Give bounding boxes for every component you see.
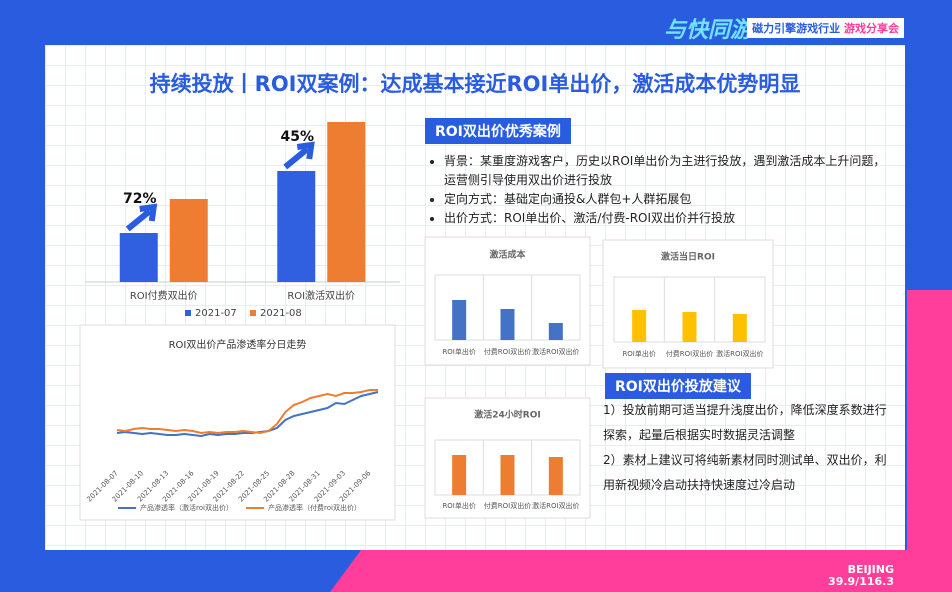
legend-swatch [185,310,191,316]
decor [330,550,952,592]
legend-label: 产品渗透率（付费roi双出价） [268,503,361,512]
x-tick-label: 付费ROI双出价 [484,501,531,510]
bar [732,314,747,342]
section-heading: ROI双出价优秀案例 [425,118,571,144]
chart-card [602,239,774,369]
x-tick-label: 激活ROI双出价 [532,347,579,356]
bar [169,199,208,282]
legend-swatch [250,310,256,316]
x-tick-label: ROI单出价 [442,501,475,510]
chart-card [79,324,396,521]
bar [277,171,316,282]
bar [327,122,366,282]
x-tick-label: 激活ROI双出价 [532,501,579,510]
footer: BEIJING 39.9/116.3 [828,564,894,588]
bar [548,457,563,495]
x-tick-label: 付费ROI双出价 [666,349,713,358]
annotation: 72% [123,191,157,207]
paragraph: 2）素材上建议可将纯新素材同时测试单、双出价，利用新视频冷启动扶持快速度过冷启动 [603,453,887,492]
event-sub: 游戏分享会 [844,22,899,35]
bar [119,233,158,282]
bar [632,310,647,342]
coords: 39.9/116.3 [828,575,894,588]
bar [548,323,563,340]
bullet: 定向方式：基础定向通投&人群包+人群拓展包 [444,190,894,209]
bar [682,312,697,342]
bar [500,455,515,495]
chart-title: 激活24小时ROI [474,409,540,421]
bullet: 出价方式：ROI单出价、激活/付费-ROI双出价并行投放 [444,209,894,228]
slide-title: 持续投放丨ROI双案例：达成基本接近ROI单出价，激活成本优势明显 [149,72,801,96]
chart-title: 激活成本 [489,249,526,261]
x-tick-label: ROI激活双出价 [287,289,355,302]
bar [500,309,515,340]
bar [452,455,467,495]
legend-label: 2021-07 [195,308,237,319]
logo: 与快同游 [663,18,752,43]
bullet-list: 背景：某重度游戏客户，历史以ROI单出价为主进行投放，遇到激活成本上升问题，运营… [430,152,894,228]
bar [452,300,467,340]
legend-label: 2021-08 [260,308,302,319]
legend-label: 产品渗透率（激活roi双出价） [140,503,233,512]
paragraph: 1）投放前期可适当提升浅度出价，降低深度系数进行探索，起量后根据实时数据灵活调整 [603,403,887,442]
event-badge: 磁力引擎游戏行业 游戏分享会 [747,18,904,38]
event-name: 磁力引擎游戏行业 [752,22,841,35]
x-tick-label: 付费ROI双出价 [484,347,531,356]
city: BEIJING [847,563,894,576]
x-tick-label: ROI单出价 [622,349,655,358]
line [116,391,379,438]
arrow [125,203,158,232]
decor [907,290,952,592]
x-tick-label: 激活ROI双出价 [716,349,763,358]
x-tick-label: ROI付费双出价 [130,289,198,302]
bullet: 背景：某重度游戏客户，历史以ROI单出价为主进行投放，遇到激活成本上升问题，运营… [444,152,894,190]
line [116,389,378,435]
arrow [283,141,315,170]
advice: 1）投放前期可适当提升浅度出价，降低深度系数进行探索，起量后根据实时数据灵活调整… [603,398,898,498]
chart-title: ROI双出价产品渗透率分日走势 [169,338,307,351]
annotation: 45% [280,129,314,145]
x-tick-label: ROI单出价 [442,347,475,356]
chart-title: 激活当日ROI [661,251,715,263]
section-heading: ROI双出价投放建议 [605,373,751,399]
